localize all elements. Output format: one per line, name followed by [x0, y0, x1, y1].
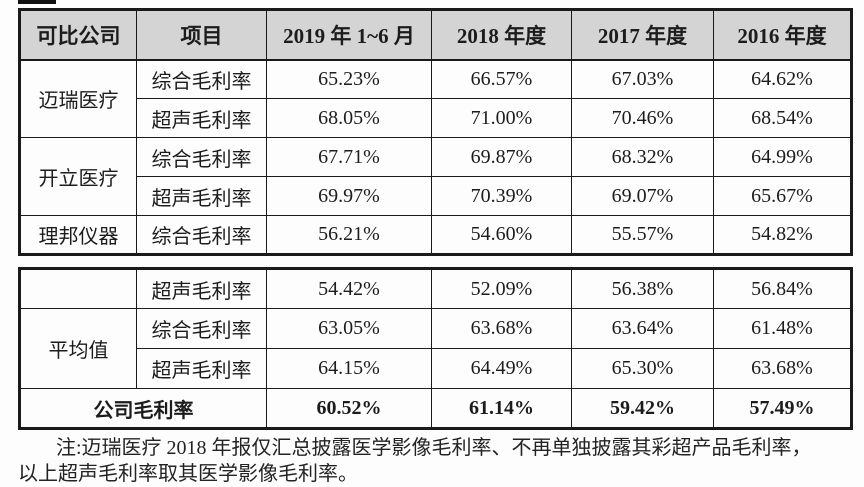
value-cell: 63.05% — [266, 308, 432, 349]
table-row: 迈瑞医疗 综合毛利率 65.23% 66.57% 67.03% 64.62% — [19, 59, 852, 138]
value-cell: 64.62% — [713, 59, 852, 99]
value-cell: 65.67% — [713, 176, 852, 216]
value-cell: 65.23% — [266, 59, 432, 99]
company-cell: 平均值 — [19, 308, 137, 389]
header-cell-2018: 2018 年度 — [431, 9, 572, 61]
header-cell-2017: 2017 年度 — [571, 9, 714, 61]
table-row: 超声毛利率 69.97% 70.39% 69.07% 65.67% — [20, 176, 852, 216]
table-row: 超声毛利率 68.05% 71.00% 70.46% 68.54% — [20, 98, 852, 138]
value-cell: 64.49% — [431, 348, 572, 389]
gross-margin-table-part2: 超声毛利率 54.42% 52.09% 56.38% 56.84% 平均值 综合… — [18, 267, 853, 430]
value-cell: 69.87% — [431, 137, 572, 177]
value-cell: 63.68% — [713, 348, 852, 389]
value-cell: 64.99% — [713, 137, 852, 177]
value-cell: 67.03% — [571, 59, 714, 99]
item-cell: 超声毛利率 — [136, 268, 267, 309]
value-cell: 70.39% — [431, 176, 572, 216]
company-cell: 理邦仪器 — [19, 215, 137, 255]
footnote: 注:迈瑞医疗 2018 年报仅汇总披露医学影像毛利率、不再单独披露其彩超产品毛利… — [18, 435, 848, 487]
value-cell: 65.30% — [571, 348, 714, 389]
summary-label-cell: 公司毛利率 — [19, 388, 267, 429]
company-cell: 开立医疗 — [19, 137, 137, 216]
table-row: 平均值 综合毛利率 63.05% 63.68% 63.64% 61.48% — [19, 308, 852, 389]
item-cell: 综合毛利率 — [136, 59, 267, 99]
header-cell-company: 可比公司 — [19, 9, 137, 61]
header-cell-2019: 2019 年 1~6 月 — [266, 9, 432, 61]
value-cell: 64.15% — [266, 348, 432, 389]
table-row: 超声毛利率 54.42% 52.09% 56.38% 56.84% — [19, 268, 852, 309]
value-cell: 54.82% — [713, 215, 852, 255]
company-cell: 迈瑞医疗 — [19, 59, 137, 138]
gross-margin-table-part1: 可比公司 项目 2019 年 1~6 月 2018 年度 2017 年度 201… — [18, 8, 853, 256]
value-cell: 61.14% — [431, 388, 572, 429]
value-cell: 56.38% — [571, 268, 714, 309]
value-cell: 56.21% — [266, 215, 432, 255]
cropped-edge-artifact — [18, 0, 56, 4]
value-cell: 60.52% — [266, 388, 432, 429]
table-row: 开立医疗 综合毛利率 67.71% 69.87% 68.32% 64.99% — [19, 137, 852, 216]
value-cell: 56.84% — [713, 268, 852, 309]
value-cell: 54.42% — [266, 268, 432, 309]
item-cell: 综合毛利率 — [136, 137, 267, 177]
table-row: 理邦仪器 综合毛利率 56.21% 54.60% 55.57% 54.82% — [19, 215, 852, 255]
header-cell-2016: 2016 年度 — [713, 9, 852, 61]
footnote-line-1: 注:迈瑞医疗 2018 年报仅汇总披露医学影像毛利率、不再单独披露其彩超产品毛利… — [56, 437, 812, 459]
value-cell: 68.05% — [266, 98, 432, 138]
value-cell: 69.07% — [571, 176, 714, 216]
value-cell: 57.49% — [713, 388, 852, 429]
item-cell: 综合毛利率 — [136, 215, 267, 255]
item-cell: 综合毛利率 — [136, 308, 267, 349]
value-cell: 52.09% — [431, 268, 572, 309]
footnote-line-2: 以上超声毛利率取其医学影像毛利率。 — [18, 463, 358, 485]
value-cell: 63.64% — [571, 308, 714, 349]
value-cell: 69.97% — [266, 176, 432, 216]
value-cell: 68.54% — [713, 98, 852, 138]
value-cell: 68.32% — [571, 137, 714, 177]
value-cell: 59.42% — [571, 388, 714, 429]
table-row: 超声毛利率 64.15% 64.49% 65.30% 63.68% — [20, 348, 852, 389]
company-cell-empty — [19, 268, 137, 309]
value-cell: 66.57% — [431, 59, 572, 99]
item-cell: 超声毛利率 — [136, 98, 267, 138]
value-cell: 61.48% — [713, 308, 852, 349]
item-cell: 超声毛利率 — [136, 176, 267, 216]
value-cell: 71.00% — [431, 98, 572, 138]
value-cell: 54.60% — [431, 215, 572, 255]
summary-row: 公司毛利率 60.52% 61.14% 59.42% 57.49% — [19, 388, 852, 429]
value-cell: 67.71% — [266, 137, 432, 177]
value-cell: 55.57% — [571, 215, 714, 255]
item-cell: 超声毛利率 — [136, 348, 267, 389]
value-cell: 70.46% — [571, 98, 714, 138]
header-row: 可比公司 项目 2019 年 1~6 月 2018 年度 2017 年度 201… — [19, 9, 852, 61]
value-cell: 63.68% — [431, 308, 572, 349]
header-cell-item: 项目 — [136, 9, 267, 61]
